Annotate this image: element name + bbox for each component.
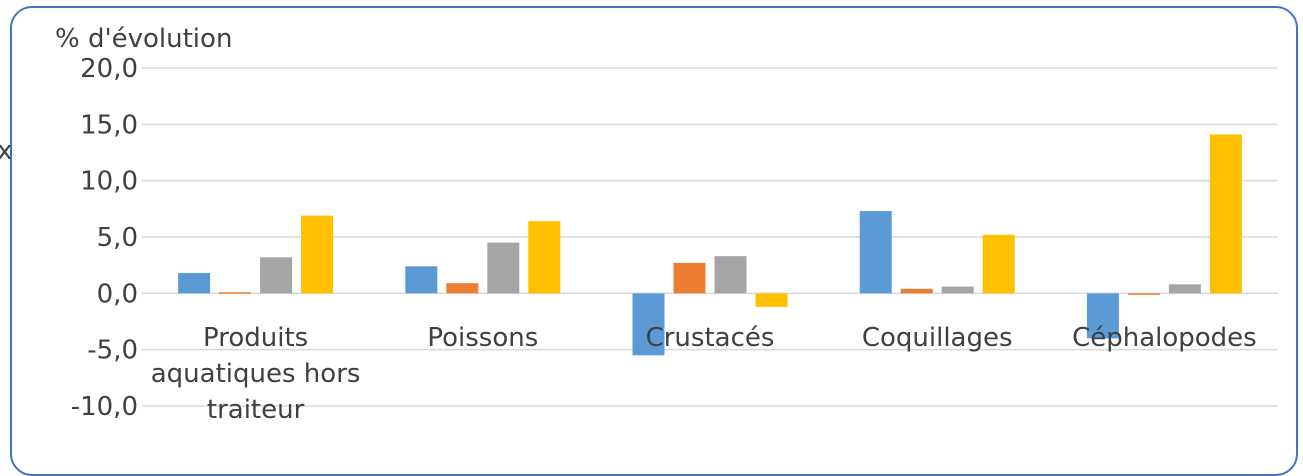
bar	[714, 256, 747, 294]
bar	[487, 242, 520, 294]
bar	[1168, 284, 1201, 294]
y-tick-label: -5,0	[87, 336, 138, 366]
bar	[900, 288, 933, 294]
x-axis-categories: Produits aquatiques hors traiteur Poissons C…	[151, 323, 1257, 425]
bar	[859, 211, 892, 294]
bar	[260, 257, 293, 294]
category-label: Crustacés	[646, 323, 775, 353]
bar-chart: 20,0 15,0 10,0 5,0 0,0 -5,0 -10,0 Produits aqua…	[55, 24, 1278, 425]
y-tick-label: 0,0	[97, 279, 138, 309]
y-axis-ticks: 20,0 15,0 10,0 5,0 0,0 -5,0 -10,0	[71, 54, 138, 422]
edge-glyph: x	[0, 136, 13, 166]
category-label: Coquillages	[862, 323, 1013, 353]
bar	[673, 262, 706, 294]
category-label: Produits aquatiques hors traiteur	[151, 323, 361, 425]
category-label: Poissons	[427, 323, 538, 353]
bar	[178, 273, 211, 294]
y-tick-label: 15,0	[80, 110, 138, 140]
bar	[755, 293, 788, 307]
bar	[941, 286, 974, 294]
y-tick-label: 5,0	[97, 223, 138, 253]
y-tick-label: 20,0	[80, 54, 138, 84]
bar	[982, 234, 1015, 294]
category-label: Céphalopodes	[1072, 323, 1257, 353]
bar	[528, 221, 561, 294]
bar	[1127, 293, 1160, 295]
bars	[178, 134, 1242, 356]
y-axis-label: % d'évolution	[55, 24, 232, 54]
bar	[446, 283, 479, 294]
bar	[219, 292, 252, 294]
bar	[1086, 293, 1119, 339]
bar	[632, 293, 665, 356]
bar	[1209, 134, 1242, 294]
bar	[405, 266, 438, 294]
y-tick-label: 10,0	[80, 167, 138, 197]
bar	[301, 215, 334, 294]
y-tick-label: -10,0	[71, 392, 138, 422]
